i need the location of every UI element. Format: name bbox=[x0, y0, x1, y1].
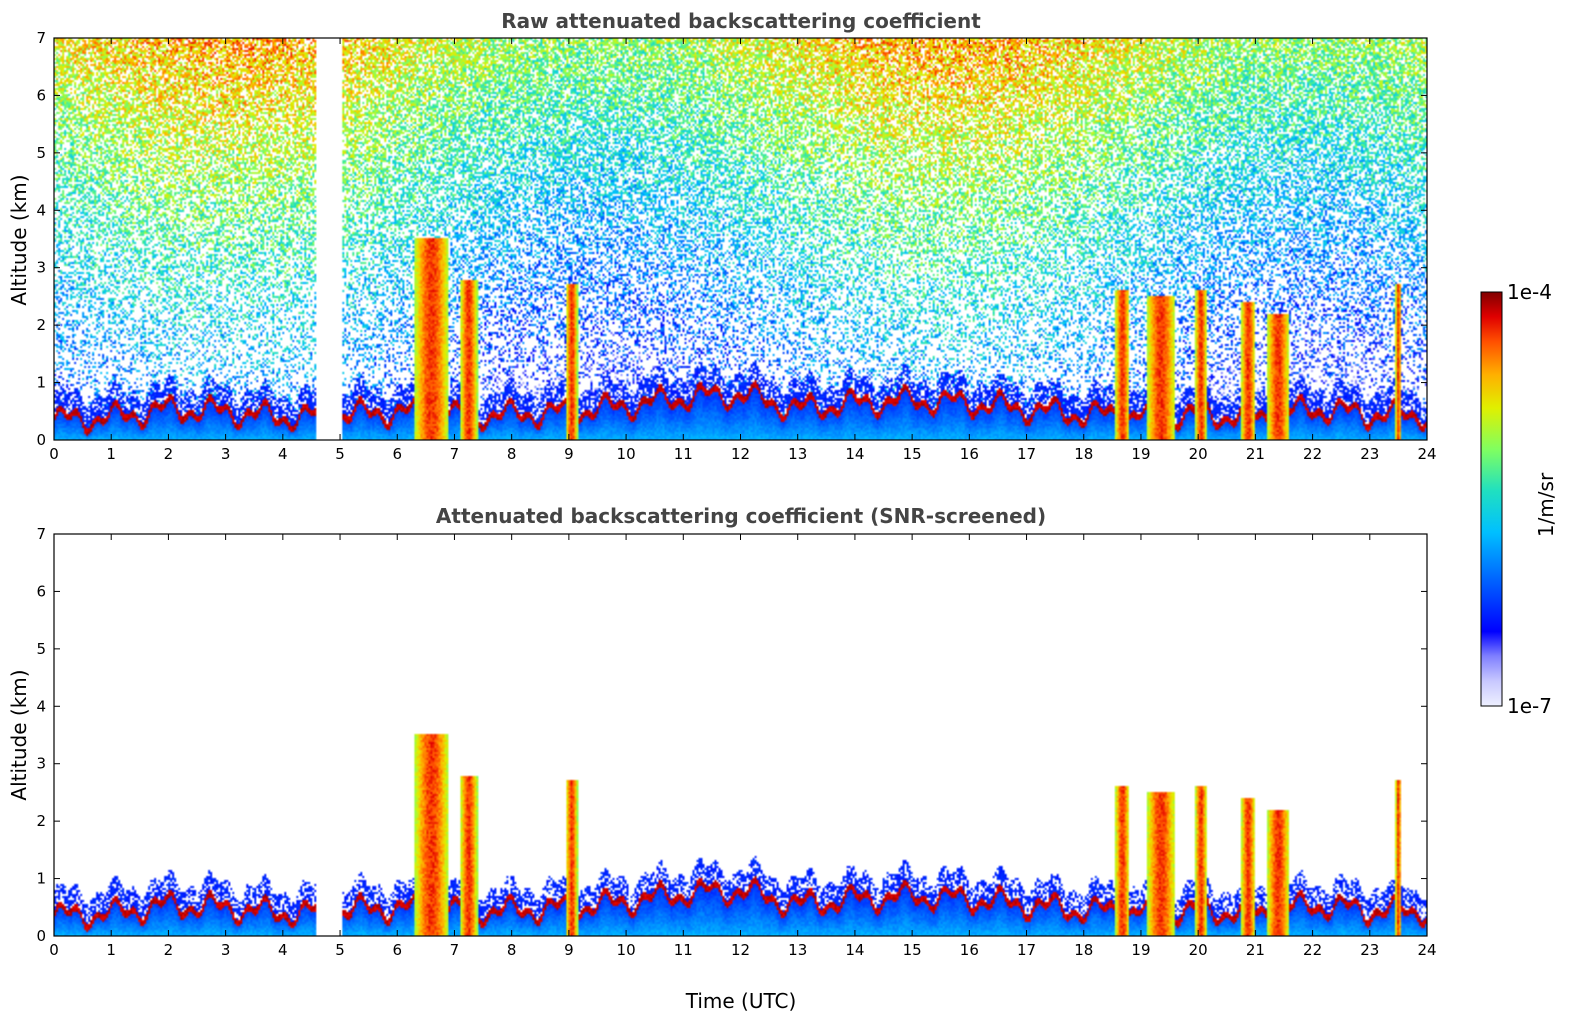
bottom-y-tick-label: 5 bbox=[36, 640, 46, 658]
bottom-x-tick-label: 0 bbox=[49, 941, 59, 959]
top-x-tick-label: 8 bbox=[507, 445, 517, 463]
top-heatmap-raster bbox=[54, 38, 1427, 440]
bottom-x-tick-label: 15 bbox=[903, 941, 922, 959]
bottom-y-tick-label: 1 bbox=[36, 870, 46, 888]
x-axis-label: Time (UTC) bbox=[685, 989, 797, 1013]
bottom-x-tick-label: 5 bbox=[335, 941, 345, 959]
bottom-y-tick-label: 3 bbox=[36, 755, 46, 773]
bottom-x-tick-label: 20 bbox=[1189, 941, 1208, 959]
bottom-x-tick-label: 14 bbox=[845, 941, 864, 959]
top-x-tick-label: 9 bbox=[564, 445, 574, 463]
bottom-x-tick-label: 7 bbox=[450, 941, 460, 959]
top-x-tick-label: 2 bbox=[164, 445, 174, 463]
bottom-y-tick-label: 4 bbox=[36, 697, 46, 715]
top-x-tick-label: 24 bbox=[1417, 445, 1436, 463]
top-chart-title: Raw attenuated backscattering coefficien… bbox=[501, 9, 981, 33]
top-y-tick-label: 5 bbox=[36, 144, 46, 162]
bottom-x-tick-label: 4 bbox=[278, 941, 288, 959]
top-heatmap-image bbox=[54, 38, 1427, 440]
top-x-tick-label: 7 bbox=[450, 445, 460, 463]
top-x-tick-label: 22 bbox=[1303, 445, 1322, 463]
bottom-heatmap-image bbox=[54, 534, 1427, 936]
colorbar-max-label: 1e-4 bbox=[1507, 280, 1552, 304]
bottom-x-tick-label: 22 bbox=[1303, 941, 1322, 959]
bottom-y-tick-label: 2 bbox=[36, 812, 46, 830]
top-x-tick-label: 3 bbox=[221, 445, 231, 463]
top-y-tick-label: 0 bbox=[36, 431, 46, 449]
top-x-tick-label: 18 bbox=[1074, 445, 1093, 463]
top-y-tick-label: 7 bbox=[36, 29, 46, 47]
top-x-tick-label: 11 bbox=[674, 445, 693, 463]
top-y-axis: 0 1 2 3 4 5 6 7 bbox=[36, 29, 1427, 449]
top-x-tick-label: 5 bbox=[335, 445, 345, 463]
bottom-x-tick-label: 16 bbox=[960, 941, 979, 959]
top-x-tick-label: 17 bbox=[1017, 445, 1036, 463]
top-y-tick-label: 3 bbox=[36, 259, 46, 277]
top-x-tick-label: 19 bbox=[1131, 445, 1150, 463]
top-y-tick-label: 4 bbox=[36, 201, 46, 219]
bottom-x-tick-label: 2 bbox=[164, 941, 174, 959]
colorbar-unit-label: 1/m/sr bbox=[1534, 472, 1558, 537]
bottom-x-tick-label: 10 bbox=[617, 941, 636, 959]
top-x-tick-label: 6 bbox=[392, 445, 402, 463]
colorbar-min-label: 1e-7 bbox=[1507, 694, 1552, 718]
bottom-x-tick-label: 1 bbox=[106, 941, 116, 959]
bottom-panel: Attenuated backscattering coefficient (S… bbox=[7, 504, 1437, 1013]
bottom-x-tick-label: 12 bbox=[731, 941, 750, 959]
top-y-tick-label: 1 bbox=[36, 374, 46, 392]
bottom-x-tick-label: 11 bbox=[674, 941, 693, 959]
bottom-x-axis: 0 1 2 3 4 5 6 7 8 9 10 11 12 13 14 15 16 17 18 19 20 21 22 23 24 bbox=[49, 534, 1437, 959]
top-x-tick-label: 16 bbox=[960, 445, 979, 463]
bottom-y-axis-label: Altitude (km) bbox=[7, 669, 31, 800]
top-x-tick-label: 13 bbox=[788, 445, 807, 463]
top-x-tick-label: 1 bbox=[106, 445, 116, 463]
top-y-tick-label: 2 bbox=[36, 316, 46, 334]
bottom-x-tick-label: 13 bbox=[788, 941, 807, 959]
bottom-x-tick-label: 8 bbox=[507, 941, 517, 959]
top-x-tick-label: 23 bbox=[1360, 445, 1379, 463]
bottom-y-tick-label: 0 bbox=[36, 927, 46, 945]
top-x-tick-label: 20 bbox=[1189, 445, 1208, 463]
top-x-tick-label: 4 bbox=[278, 445, 288, 463]
bottom-y-axis: 0 1 2 3 4 5 6 7 bbox=[36, 525, 1427, 945]
bottom-x-tick-label: 24 bbox=[1417, 941, 1436, 959]
top-y-axis-label: Altitude (km) bbox=[7, 174, 31, 305]
top-y-tick-label: 6 bbox=[36, 86, 46, 104]
colorbar-gradient bbox=[1480, 291, 1503, 707]
bottom-y-tick-label: 6 bbox=[36, 582, 46, 600]
top-x-tick-label: 10 bbox=[617, 445, 636, 463]
top-x-tick-label: 12 bbox=[731, 445, 750, 463]
top-x-tick-label: 15 bbox=[903, 445, 922, 463]
top-x-tick-label: 21 bbox=[1246, 445, 1265, 463]
bottom-y-tick-label: 7 bbox=[36, 525, 46, 543]
bottom-chart-title: Attenuated backscattering coefficient (S… bbox=[436, 504, 1046, 528]
top-x-tick-label: 0 bbox=[49, 445, 59, 463]
bottom-x-tick-label: 18 bbox=[1074, 941, 1093, 959]
top-x-tick-label: 14 bbox=[845, 445, 864, 463]
top-x-axis: 0 1 2 3 4 5 6 7 8 9 10 11 12 13 14 15 16 17 18 19 20 21 22 23 24 bbox=[49, 38, 1437, 463]
bottom-x-tick-label: 9 bbox=[564, 941, 574, 959]
bottom-x-tick-label: 21 bbox=[1246, 941, 1265, 959]
bottom-heatmap-raster bbox=[54, 534, 1427, 936]
top-panel: Raw attenuated backscattering coefficien… bbox=[7, 9, 1437, 463]
bottom-x-tick-label: 3 bbox=[221, 941, 231, 959]
bottom-x-tick-label: 23 bbox=[1360, 941, 1379, 959]
colorbar: 1e-4 1e-7 1/m/sr bbox=[1480, 280, 1558, 718]
bottom-x-tick-label: 6 bbox=[392, 941, 402, 959]
bottom-x-tick-label: 17 bbox=[1017, 941, 1036, 959]
bottom-x-tick-label: 19 bbox=[1131, 941, 1150, 959]
